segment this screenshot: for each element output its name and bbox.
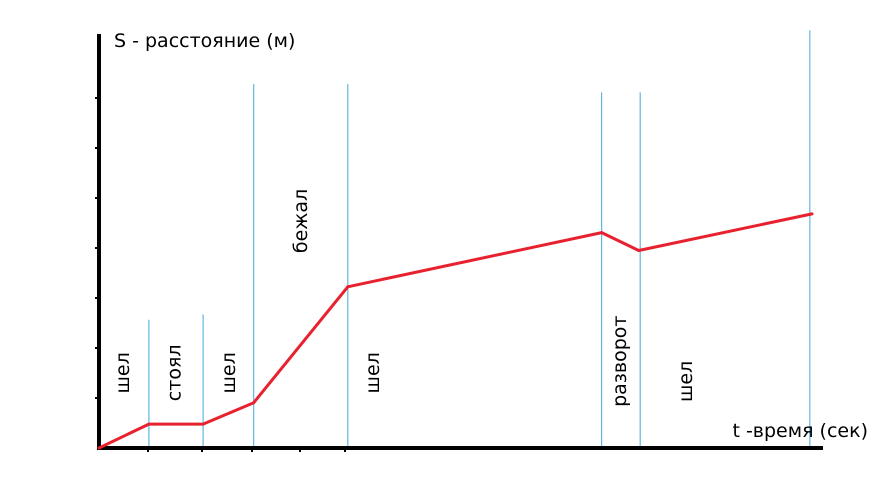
data-point bbox=[810, 212, 814, 216]
x-axis-label: t -время (сек) bbox=[732, 420, 868, 442]
segment-label-7: шел bbox=[675, 361, 697, 402]
segment-label-5: шел bbox=[362, 352, 384, 393]
data-point bbox=[147, 422, 151, 426]
segment-dividers bbox=[148, 30, 811, 448]
axes bbox=[95, 34, 823, 452]
data-point bbox=[346, 285, 350, 289]
segment-label-1: шел bbox=[112, 352, 134, 393]
x-axis-ticks bbox=[147, 448, 346, 452]
series-line-1 bbox=[98, 212, 813, 450]
data-point bbox=[97, 446, 101, 450]
segment-labels: шел стоял шел бежал шел разворот шел bbox=[112, 189, 697, 407]
series-layer bbox=[97, 212, 814, 450]
data-point bbox=[600, 231, 604, 235]
data-point bbox=[201, 422, 205, 426]
segment-label-4: бежал bbox=[290, 189, 312, 253]
data-point bbox=[252, 401, 256, 405]
y-axis-ticks bbox=[95, 97, 99, 399]
segment-label-6: разворот bbox=[609, 316, 631, 407]
segment-label-2: стоял bbox=[164, 344, 186, 401]
segment-label-3: шел bbox=[218, 352, 240, 393]
data-point bbox=[637, 249, 641, 253]
y-axis-label: S - расстояние (м) bbox=[114, 30, 295, 52]
